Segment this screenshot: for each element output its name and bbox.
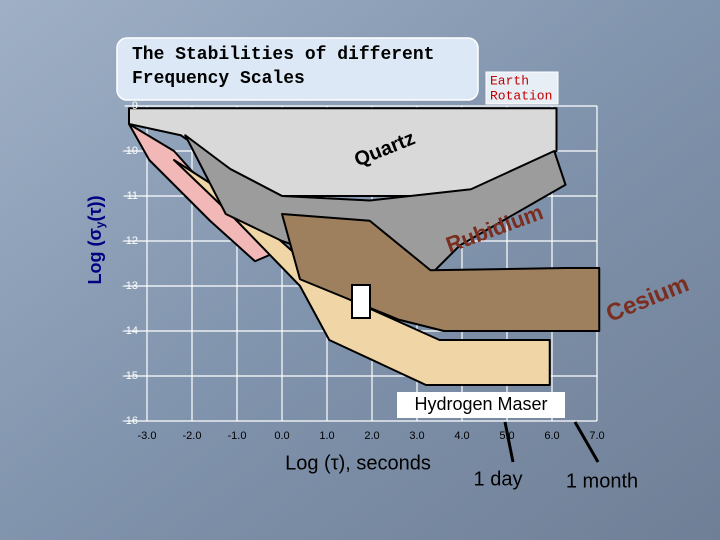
y-tick-label: -11 <box>123 190 138 202</box>
region <box>128 123 272 263</box>
x-tick-label: 4.0 <box>454 430 469 442</box>
x-tick-label: 6.0 <box>544 430 559 442</box>
plot: -9 -10 -11 -12 -13 -14 -15 -16-3.0 -2.0 -1.0 0.0 1.… <box>122 100 605 442</box>
box-line: Rotation <box>490 88 552 103</box>
y-tick-label: -9 <box>128 100 138 112</box>
x-tick-label: 1.0 <box>319 430 334 442</box>
x-tick-label: 3.0 <box>409 430 424 442</box>
arrow <box>573 421 600 463</box>
arrow <box>503 421 515 463</box>
title-line: The Stabilities of different <box>132 45 434 65</box>
y-label-part: Log (σ <box>85 228 105 284</box>
x-tick-label: 0.0 <box>274 430 289 442</box>
y-axis-label: Log (σy(τ)) <box>85 195 107 284</box>
y-tick-label: -10 <box>122 145 138 157</box>
x-tick-label: -3.0 <box>138 430 157 442</box>
region-label: Hydrogen Maser <box>414 394 547 414</box>
earth-box <box>485 71 559 105</box>
x-tick-label: -1.0 <box>228 430 247 442</box>
x-tick-label: 2.0 <box>364 430 379 442</box>
y-tick-label: -16 <box>122 415 138 427</box>
y-tick-label: -12 <box>122 235 138 247</box>
region <box>184 134 567 276</box>
marker-label: 1 day <box>474 468 523 490</box>
marker-label: 1 month <box>566 470 638 492</box>
y-label-part: (τ)) <box>85 195 105 221</box>
y-label-part: y <box>93 221 107 228</box>
x-tick-label: -2.0 <box>183 430 202 442</box>
label-bg <box>397 392 565 418</box>
window-box <box>351 284 371 319</box>
x-axis-label: Log (τ), seconds <box>285 452 431 474</box>
y-tick-label: -14 <box>122 325 138 337</box>
y-tick-label: -15 <box>122 370 138 382</box>
title-line: Frequency Scales <box>132 69 305 89</box>
box-line: Earth <box>490 73 529 88</box>
y-tick-label: -13 <box>122 280 138 292</box>
x-tick-label: 7.0 <box>589 430 604 442</box>
title-box <box>116 37 479 101</box>
